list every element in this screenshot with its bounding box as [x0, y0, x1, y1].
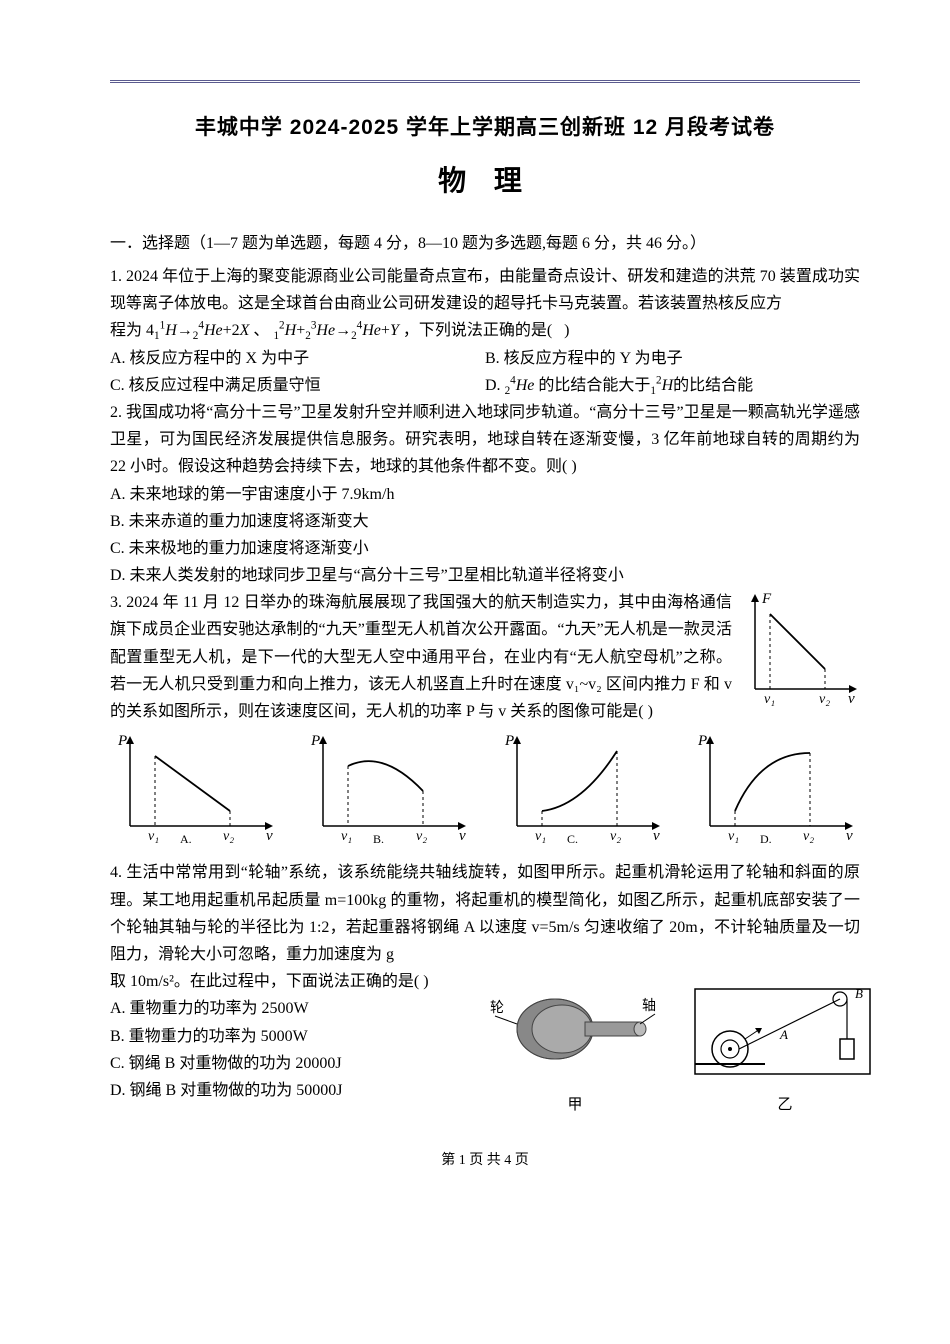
svg-text:v₂: v₂: [223, 829, 234, 844]
question-1: 1. 2024 年位于上海的聚变能源商业公司能量奇点宣布，由能量奇点设计、研发和…: [110, 263, 860, 399]
q1-opt-A: A. 核反应方程中的 X 为中子: [110, 345, 485, 372]
page-footer: 第 1 页 共 4 页: [110, 1149, 860, 1169]
svg-text:F: F: [761, 591, 772, 607]
svg-text:v₂: v₂: [803, 829, 814, 844]
q3-stem-figure: F v v₁ v₂: [740, 589, 860, 718]
q1-opt-D: D. 24He 的比结合能大于12H的比结合能: [485, 372, 860, 399]
exam-page: 丰城中学 2024-2025 学年上学期高三创新班 12 月段考试卷 物 理 一…: [0, 0, 950, 1209]
svg-text:P: P: [117, 733, 127, 749]
svg-text:v₁: v₁: [148, 829, 159, 844]
svg-text:轮: 轮: [490, 1000, 504, 1016]
svg-text:v₂: v₂: [416, 829, 427, 844]
exam-title-line1: 丰城中学 2024-2025 学年上学期高三创新班 12 月段考试卷: [110, 111, 860, 141]
question-3: F v v₁ v₂ 3. 2024 年 11 月 12 日举办的珠海航展展现了我…: [110, 589, 860, 855]
top-rule: [110, 80, 860, 83]
exam-title-line2: 物 理: [110, 159, 860, 199]
svg-text:轴: 轴: [642, 998, 656, 1014]
q3-option-graphs: P v v₁ v₂ A. P v: [110, 731, 860, 855]
q1-opt-C: C. 核反应过程中满足质量守恒: [110, 372, 485, 399]
q2-opt-D: D. 未来人类发射的地球同步卫星与“高分十三号”卫星相比轨道半径将变小: [110, 562, 860, 589]
q4-stem1: 4. 生活中常常用到“轮轴”系统，该系统能绕共轴线旋转，如图甲所示。起重机滑轮运…: [110, 864, 860, 963]
svg-text:v: v: [459, 828, 466, 844]
svg-text:P: P: [697, 733, 707, 749]
svg-text:v: v: [653, 828, 660, 844]
q1-stem: 1. 2024 年位于上海的聚变能源商业公司能量奇点宣布，由能量奇点设计、研发和…: [110, 268, 860, 312]
q1-formula-line: 程为 411H→24He+2X 、 12H+23He→24He+Y ，下列说法正…: [110, 322, 570, 339]
svg-text:v: v: [848, 691, 855, 707]
section-header: 一．选择题（1—7 题为单选题，每题 4 分，8—10 题为多选题,每题 6 分…: [110, 229, 860, 253]
q3-graph-D: P v v₁ v₂ D.: [690, 731, 860, 855]
q4-fig-right-caption: 乙: [690, 1093, 880, 1119]
svg-text:B: B: [855, 986, 863, 1001]
q2-opt-B: B. 未来赤道的重力加速度将逐渐变大: [110, 508, 860, 535]
svg-text:B.: B.: [373, 832, 384, 846]
question-2: 2. 我国成功将“高分十三号”卫星发射升空并顺利进入地球同步轨道。“高分十三号”…: [110, 399, 860, 589]
q3-graph-B: P v v₁ v₂ B.: [303, 731, 473, 855]
svg-text:C.: C.: [567, 832, 578, 846]
svg-text:v₁: v₁: [728, 829, 739, 844]
question-4: 4. 生活中常常用到“轮轴”系统，该系统能绕共轴线旋转，如图甲所示。起重机滑轮运…: [110, 859, 860, 1118]
q1-opt-B: B. 核反应方程中的 Y 为电子: [485, 345, 860, 372]
q3-graph-A: P v v₁ v₂ A.: [110, 731, 280, 855]
svg-text:v₂: v₂: [610, 829, 621, 844]
svg-text:v₂: v₂: [819, 692, 830, 707]
svg-text:v₁: v₁: [535, 829, 546, 844]
q2-stem: 2. 我国成功将“高分十三号”卫星发射升空并顺利进入地球同步轨道。“高分十三号”…: [110, 404, 860, 475]
svg-text:P: P: [504, 733, 514, 749]
svg-text:P: P: [310, 733, 320, 749]
q4-fig-left: 轮 轴 甲: [490, 984, 660, 1119]
svg-text:v₁: v₁: [764, 692, 775, 707]
svg-text:v: v: [846, 828, 853, 844]
svg-text:A.: A.: [180, 832, 192, 846]
svg-text:v: v: [266, 828, 273, 844]
q3-graph-C: P v v₁ v₂ C.: [497, 731, 667, 855]
q2-opt-C: C. 未来极地的重力加速度将逐渐变小: [110, 535, 860, 562]
q3-stem: 3. 2024 年 11 月 12 日举办的珠海航展展现了我国强大的航天制造实力…: [110, 594, 732, 720]
q4-fig-left-caption: 甲: [490, 1093, 660, 1119]
q4-fig-right: A B 乙: [690, 984, 880, 1119]
svg-text:D.: D.: [760, 832, 772, 846]
svg-text:A: A: [779, 1027, 788, 1042]
q2-opt-A: A. 未来地球的第一宇宙速度小于 7.9km/h: [110, 481, 860, 508]
q4-stem2: 取 10m/s²。在此过程中，下面说法正确的是( ): [110, 973, 429, 990]
svg-text:v₁: v₁: [341, 829, 352, 844]
